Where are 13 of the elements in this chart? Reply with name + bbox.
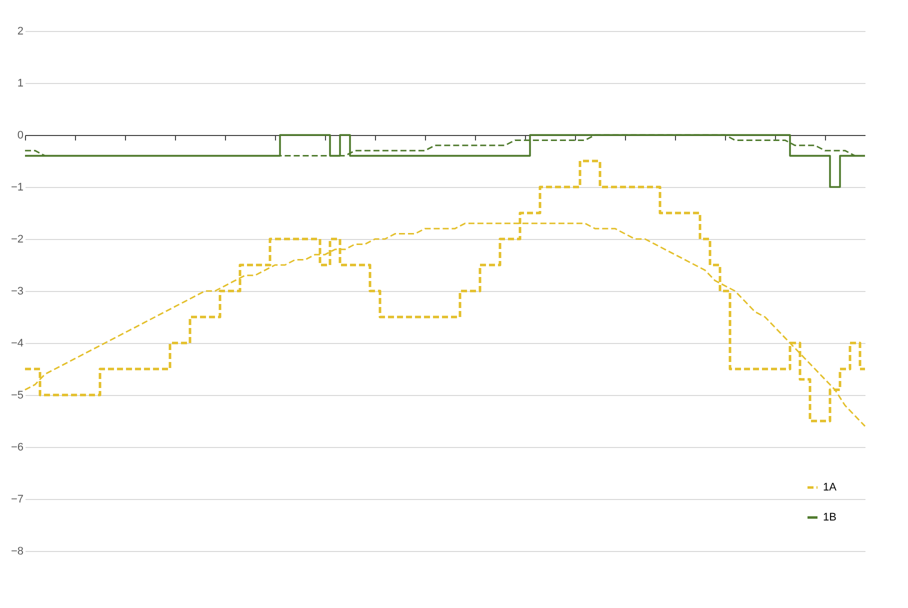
y-tick-label: −3 — [10, 286, 24, 298]
legend-label: 1A — [823, 482, 838, 494]
y-tick-label: 2 — [17, 26, 24, 38]
y-tick-label: −7 — [10, 494, 24, 506]
legend-label: 1B — [823, 512, 836, 524]
y-tick-label: −1 — [10, 182, 24, 194]
y-tick-label: −8 — [10, 546, 24, 558]
y-tick-label: 1 — [17, 78, 24, 90]
y-tick-label: −4 — [10, 338, 24, 350]
y-tick-label: −2 — [10, 234, 24, 246]
y-tick-label: −6 — [10, 442, 24, 454]
y-tick-label: 0 — [17, 130, 24, 142]
y-tick-label: −5 — [10, 390, 24, 402]
